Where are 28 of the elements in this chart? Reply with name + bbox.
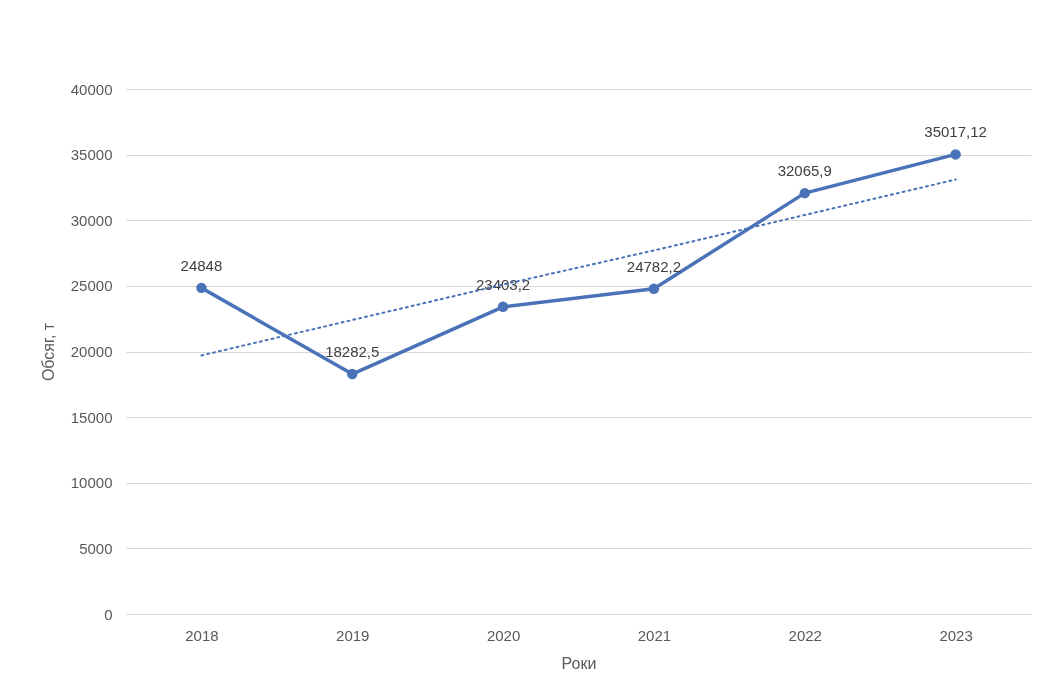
point	[799, 187, 810, 199]
y-tick-label: 25000	[70, 277, 113, 295]
point	[347, 368, 358, 380]
y-axis-title: Обсяг, т	[39, 322, 57, 382]
y-tick-label: 0	[104, 605, 113, 623]
data-label: 24848	[180, 256, 223, 274]
y-tick-label: 40000	[70, 80, 113, 98]
y-tick-label: 20000	[70, 343, 113, 360]
y-tick-label: 10000	[70, 474, 113, 492]
x-tick-label: 2018	[185, 626, 219, 644]
x-tick-label: 2023	[939, 626, 973, 644]
data-label: 35017,12	[924, 123, 987, 141]
x-tick-label: 2020	[486, 626, 521, 644]
x-tick-label: 2019	[336, 626, 370, 644]
data-label: 18282,5	[325, 343, 380, 361]
y-tick-label: 5000	[79, 539, 113, 557]
data-label: 24782,2	[626, 257, 682, 275]
point	[497, 301, 509, 313]
point	[950, 149, 961, 160]
y-tick-label: 30000	[70, 211, 113, 229]
data-label: 32065,9	[777, 162, 832, 180]
y-tick-label: 15000	[70, 408, 113, 426]
point	[196, 282, 207, 294]
point	[648, 283, 660, 294]
x-axis-title: Роки	[561, 654, 597, 672]
x-tick-label: 2022	[788, 626, 822, 644]
x-tick-label: 2021	[637, 626, 672, 644]
y-tick-label: 35000	[70, 146, 113, 164]
